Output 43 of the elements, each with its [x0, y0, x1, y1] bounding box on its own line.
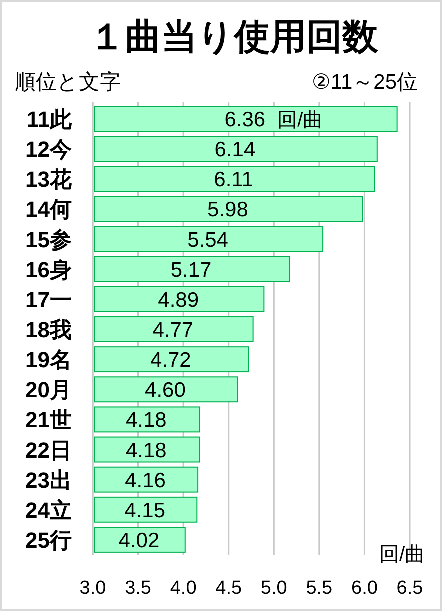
y-tick-label: 11此 — [26, 107, 72, 132]
y-tick-label: 19名 — [26, 348, 72, 373]
data-label: 5.54 — [188, 228, 228, 252]
y-tick-label: 18我 — [26, 318, 72, 342]
y-tick-label: 23出 — [26, 468, 72, 493]
y-tick-label: 17一 — [26, 287, 72, 312]
data-label: 4.72 — [150, 349, 192, 372]
ylabel: 順位と文字 — [15, 71, 121, 94]
data-label: 4.18 — [126, 439, 167, 462]
data-label: 4.15 — [124, 499, 166, 522]
y-tick-label: 20月 — [26, 378, 72, 403]
x-tick-label: 6.5 — [396, 578, 424, 599]
data-label: 4.89 — [158, 288, 200, 312]
y-tick-label: 15参 — [26, 227, 72, 252]
x-tick-label: 5.5 — [306, 578, 333, 599]
data-label: 5.98 — [208, 198, 248, 222]
data-label: 6.14 — [214, 138, 256, 162]
y-tick-label: 16身 — [26, 257, 72, 282]
data-label: 4.60 — [145, 379, 186, 402]
x-tick-label: 6.0 — [352, 578, 378, 599]
title: １曲当り使用回数 — [90, 16, 378, 57]
data-label: 6.36 — [224, 108, 266, 132]
data-label: 4.18 — [126, 409, 167, 432]
y-tick-label: 22日 — [26, 438, 72, 463]
y-tick-label: 25行 — [26, 528, 72, 553]
y-tick-label: 13花 — [26, 167, 72, 192]
y-tick-label: 14何 — [26, 197, 72, 222]
x-tick-label: 3.0 — [80, 578, 106, 599]
xlabel: 回/曲 — [379, 544, 425, 566]
x-tick-label: 4.0 — [170, 578, 197, 599]
data-label: 4.77 — [152, 319, 194, 342]
data-label: 4.16 — [125, 469, 166, 492]
x-tick-label: 4.5 — [216, 578, 242, 599]
y-tick-label: 24立 — [26, 498, 72, 523]
data-label: 4.02 — [118, 529, 160, 552]
y-tick-label: 21世 — [26, 408, 72, 433]
data-label: 6.11 — [214, 168, 254, 192]
x-tick-label: 5.0 — [260, 578, 288, 599]
annotation: 回/曲 — [278, 110, 324, 132]
data-label: 5.17 — [170, 258, 212, 282]
y-tick-label: 12今 — [26, 137, 72, 162]
x-tick-label: 3.5 — [125, 578, 152, 599]
subtitle: ②11～25位 — [312, 71, 418, 94]
